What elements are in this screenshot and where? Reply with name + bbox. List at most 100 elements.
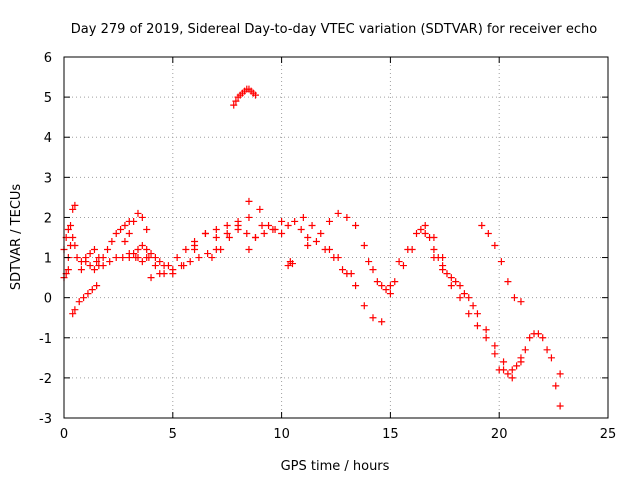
data-point — [378, 318, 386, 326]
data-point — [191, 246, 199, 254]
data-point — [182, 246, 190, 254]
data-point — [504, 278, 512, 286]
data-point — [71, 306, 79, 314]
data-point — [421, 229, 429, 237]
data-point — [90, 266, 98, 274]
data-point — [369, 314, 377, 322]
data-point — [138, 258, 146, 266]
data-point — [169, 270, 177, 278]
x-tick-label: 20 — [491, 427, 508, 442]
data-point — [517, 358, 525, 366]
data-point — [67, 221, 75, 229]
data-point — [360, 242, 368, 250]
data-point — [325, 217, 333, 225]
data-point — [456, 294, 464, 302]
y-tick-label: 5 — [44, 91, 52, 106]
data-point — [223, 229, 231, 237]
data-point — [86, 250, 94, 258]
data-point — [125, 229, 133, 237]
data-point — [243, 229, 251, 237]
data-point — [552, 382, 560, 390]
y-tick-label: 0 — [44, 292, 52, 307]
x-tick-labels: 0 5 10 15 20 25 — [60, 427, 616, 442]
data-point — [112, 254, 120, 262]
data-point — [473, 310, 481, 318]
axis-ticks — [63, 56, 609, 419]
series-arc-19 — [299, 209, 394, 298]
data-point — [339, 266, 347, 274]
series-arc-21 — [325, 221, 447, 326]
data-point — [156, 270, 164, 278]
data-point — [413, 229, 421, 237]
data-point — [278, 229, 286, 237]
y-tick-label: 2 — [44, 211, 52, 226]
data-point — [77, 266, 85, 274]
data-point — [143, 225, 151, 233]
data-point — [112, 229, 120, 237]
data-point — [173, 254, 181, 262]
data-point — [291, 217, 299, 225]
data-point — [69, 234, 77, 241]
data-point — [352, 282, 360, 290]
data-point — [284, 262, 292, 270]
series-arc-3 — [64, 234, 85, 266]
y-tick-label: 3 — [44, 171, 52, 186]
data-point — [134, 209, 142, 217]
series-arc-15 — [208, 217, 286, 262]
data-point — [73, 254, 81, 262]
data-point — [443, 270, 451, 278]
data-point — [312, 238, 320, 246]
data-point — [360, 302, 368, 310]
data-point — [478, 221, 486, 229]
data-point — [99, 254, 107, 262]
grid-lines — [64, 57, 608, 418]
data-point — [265, 221, 273, 229]
data-point — [465, 310, 473, 318]
series-arc-8 — [93, 250, 153, 270]
data-point — [317, 229, 325, 237]
data-point — [495, 366, 503, 374]
x-tick-label: 15 — [382, 427, 399, 442]
data-point — [134, 254, 142, 262]
data-point — [304, 234, 312, 241]
plot-frame — [63, 56, 609, 419]
data-point — [245, 246, 253, 254]
data-point — [234, 225, 242, 233]
data-point — [543, 346, 551, 354]
data-point — [143, 246, 151, 254]
data-point — [245, 213, 253, 221]
x-tick-label: 25 — [600, 427, 617, 442]
data-point — [90, 246, 98, 254]
data-point — [258, 221, 266, 229]
data-point — [469, 302, 477, 310]
data-point — [521, 346, 529, 354]
data-point — [191, 238, 199, 246]
series-arc-26 — [495, 330, 564, 378]
data-point — [504, 370, 512, 378]
data-point — [378, 282, 386, 290]
data-point — [369, 266, 377, 274]
data-points — [60, 85, 564, 410]
data-point — [82, 254, 90, 262]
data-point — [439, 266, 447, 274]
data-point — [232, 97, 240, 105]
data-point — [491, 350, 499, 358]
data-point — [256, 205, 264, 213]
data-point — [69, 205, 77, 213]
y-tick-label: 4 — [44, 131, 52, 146]
data-point — [421, 221, 429, 229]
data-point — [251, 91, 259, 99]
data-point — [130, 217, 138, 225]
data-point — [71, 242, 79, 250]
data-point — [201, 229, 209, 237]
data-point — [491, 342, 499, 350]
data-point — [508, 374, 516, 382]
series-arc-14 — [191, 197, 253, 246]
data-point — [80, 294, 88, 302]
series-arc-18 — [284, 258, 296, 270]
data-point — [156, 258, 164, 266]
y-tick-label: 6 — [44, 51, 52, 66]
data-point — [447, 274, 455, 282]
data-point — [99, 262, 107, 270]
